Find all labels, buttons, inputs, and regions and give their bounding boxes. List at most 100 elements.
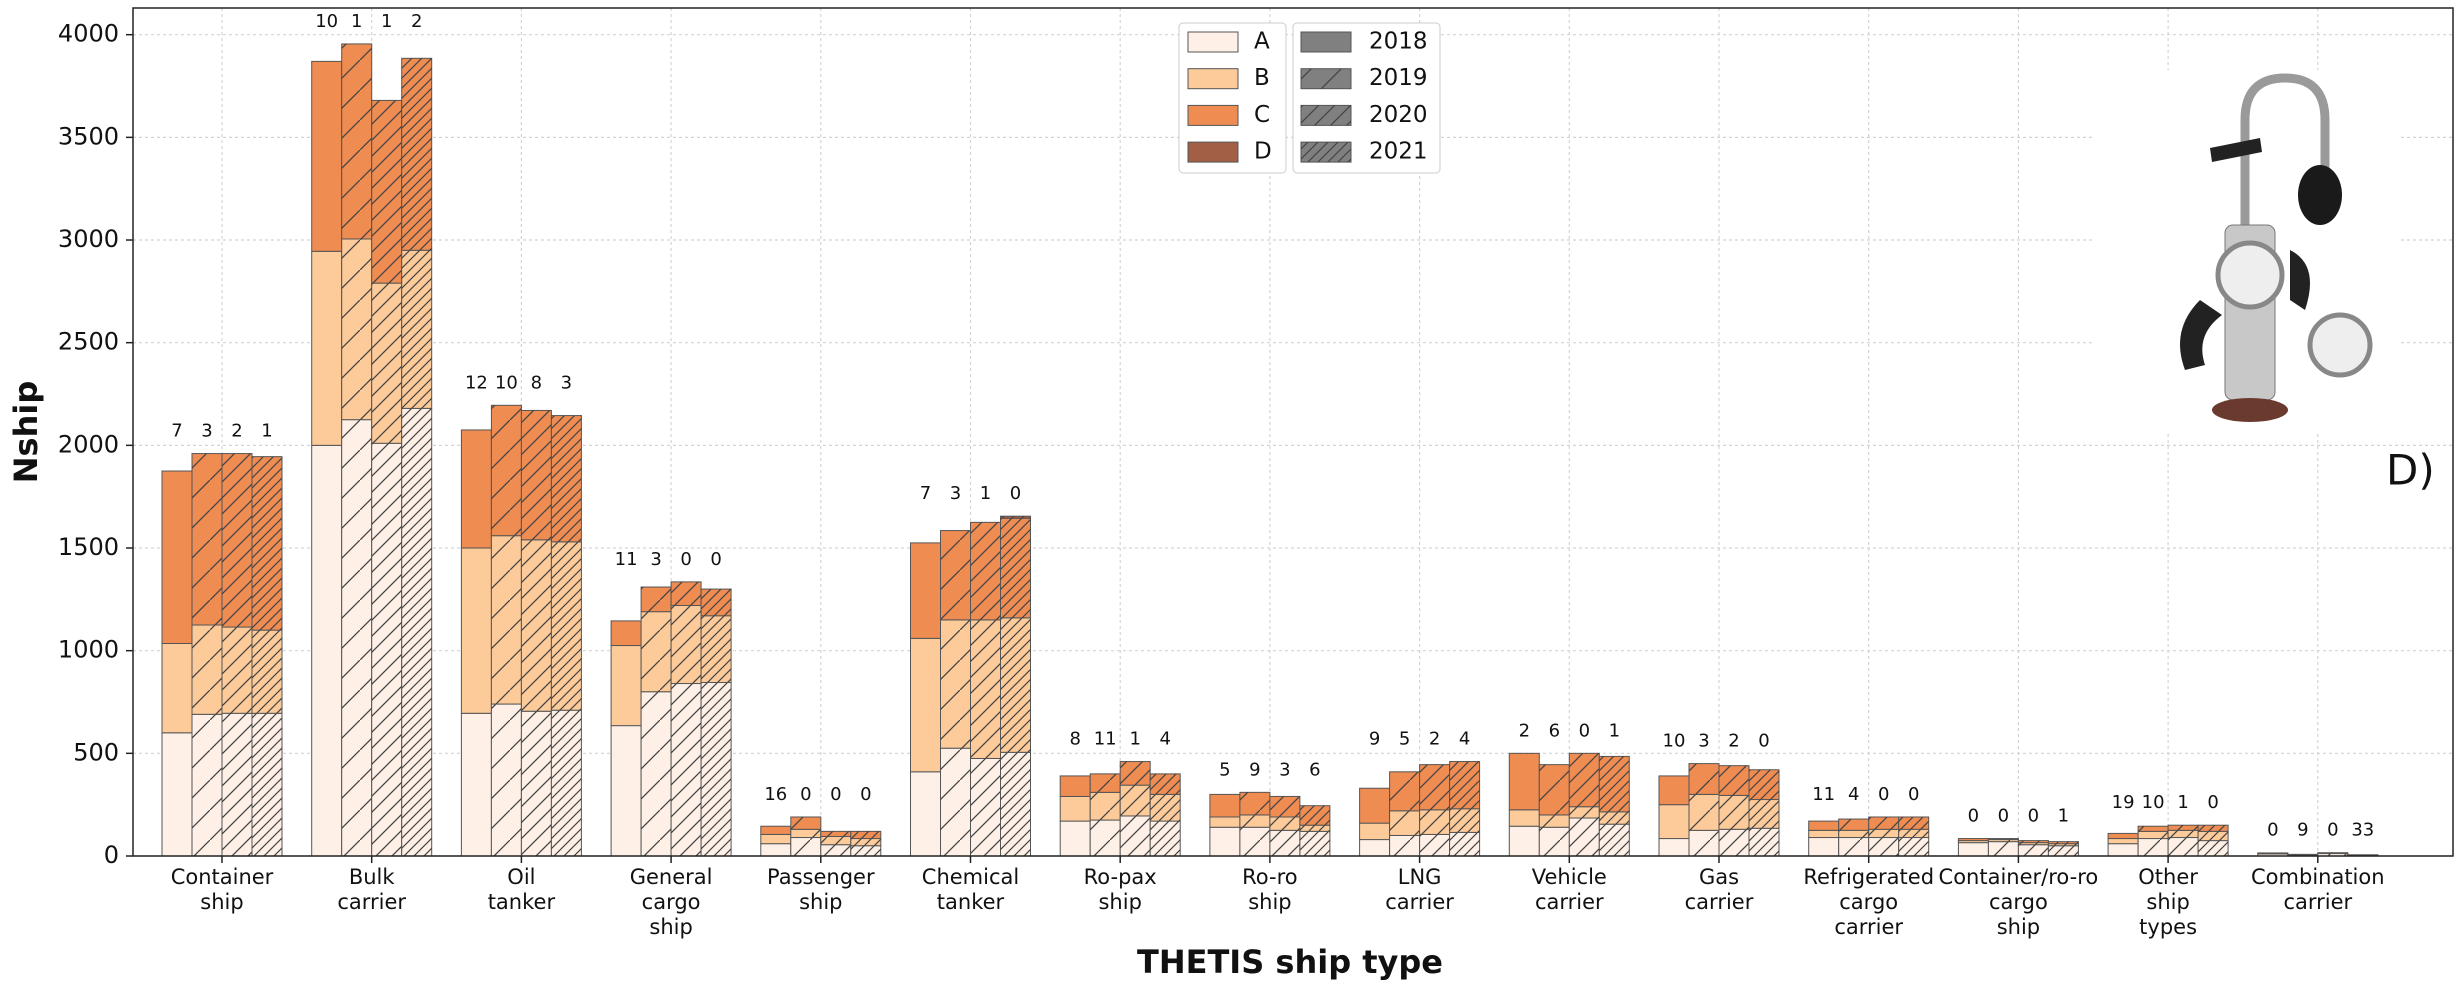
- bar-hatch: [1988, 841, 2019, 856]
- bar-top-label: 4: [1848, 784, 1859, 805]
- panel-label: D): [2386, 446, 2435, 495]
- bar-hatch: [1569, 806, 1600, 819]
- bar-hatch: [401, 58, 432, 251]
- y-tick-label: 2500: [58, 328, 119, 356]
- bar-hatch: [1090, 820, 1121, 856]
- x-tick-label: Chemical tanker: [922, 865, 1019, 914]
- bar-segment: [1808, 829, 1840, 839]
- bar-top-label: 1: [980, 483, 991, 504]
- bar-top-label: 0: [2207, 792, 2218, 813]
- bar-top-label: 19: [2112, 792, 2135, 813]
- bar-hatch: [2048, 841, 2079, 844]
- bar-top-label: 3: [1279, 759, 1290, 780]
- bar-hatch: [641, 611, 672, 692]
- bar-hatch: [222, 627, 252, 714]
- bar-hatch: [820, 836, 851, 845]
- bar-segment: [311, 444, 343, 857]
- legend-swatch: [1300, 31, 1352, 53]
- bar-hatch: [701, 615, 732, 683]
- legend-box: [1178, 22, 1287, 174]
- legend-label: 2021: [1369, 139, 1428, 165]
- bar-hatch: [1539, 827, 1570, 856]
- bar-hatch: [1239, 814, 1270, 828]
- bar-hatch: [1838, 819, 1869, 831]
- bar-hatch: [1299, 831, 1330, 856]
- x-tick-label: Container ship: [171, 865, 274, 914]
- bar-hatch: [1239, 827, 1270, 856]
- bar-top-label: 0: [2267, 820, 2278, 841]
- bar-hatch: [940, 530, 971, 620]
- bar-hatch: [970, 619, 1001, 759]
- bar-top-label: 0: [1579, 720, 1590, 741]
- bar-hatch: [1269, 830, 1300, 856]
- bar-segment: [1808, 820, 1840, 831]
- bar-segment: [760, 843, 792, 857]
- bar-hatch: [1000, 518, 1031, 618]
- legend-box: [1292, 22, 1441, 174]
- legend-label: 2020: [1369, 102, 1428, 128]
- bar-segment: [1359, 787, 1391, 824]
- bar-hatch: [192, 714, 222, 856]
- x-tick-label: Vehicle carrier: [1532, 865, 1607, 914]
- bar-top-label: 9: [2297, 820, 2308, 841]
- bar-hatch: [701, 682, 732, 856]
- bar-top-label: 0: [710, 549, 721, 570]
- x-tick-label: Ro-ro ship: [1242, 865, 1297, 914]
- bar-hatch: [1389, 810, 1420, 836]
- bar-segment: [2257, 852, 2289, 855]
- bar-hatch: [940, 619, 971, 749]
- bar-hatch: [2018, 842, 2049, 845]
- bar-top-label: 2: [1429, 729, 1440, 750]
- bar-hatch: [790, 816, 821, 830]
- bar-segment: [1658, 838, 1690, 857]
- bar-hatch: [2168, 837, 2199, 856]
- bar-hatch: [2048, 843, 2079, 846]
- bar-hatch: [2138, 831, 2169, 839]
- x-tick-label: Other ship types: [2138, 865, 2198, 939]
- bar-hatch: [850, 845, 881, 856]
- bar-top-label: 0: [1758, 731, 1769, 752]
- bar-top-label: 12: [465, 372, 488, 393]
- bar-hatch: [641, 691, 672, 856]
- x-axis-label: THETIS ship type: [1137, 943, 1443, 981]
- bar-top-label: 0: [2028, 806, 2039, 827]
- bar-hatch: [551, 541, 582, 711]
- legend-swatch: [1187, 141, 1239, 163]
- bar-top-label: 3: [561, 372, 572, 393]
- bar-top-label: 3: [650, 549, 661, 570]
- bar-top-label: 10: [495, 372, 518, 393]
- bar-hatch: [551, 710, 582, 856]
- bar-segment: [1658, 804, 1690, 840]
- bar-hatch: [701, 589, 732, 616]
- bar-hatch: [1838, 837, 1869, 856]
- bar-hatch: [970, 758, 1001, 856]
- bar-hatch: [1719, 765, 1749, 796]
- bar-segment: [161, 642, 193, 734]
- bar-top-label: 3: [201, 421, 212, 442]
- bar-hatch: [1539, 814, 1570, 828]
- bar-segment: [1209, 816, 1241, 828]
- y-tick-label: 500: [73, 738, 119, 766]
- bar-segment: [1359, 839, 1391, 857]
- bar-top-label: 6: [1549, 720, 1560, 741]
- bar-hatch: [1749, 828, 1779, 856]
- legend-hatch: [1301, 142, 1351, 163]
- y-tick-label: 3500: [58, 122, 119, 150]
- bar-hatch: [192, 625, 222, 715]
- bar-segment: [1957, 838, 1989, 842]
- bar-hatch: [551, 415, 582, 542]
- bar-top-label: 16: [764, 784, 787, 805]
- legend-label: 2018: [1369, 29, 1428, 55]
- bar-segment: [1808, 837, 1840, 857]
- bar-hatch: [1120, 785, 1151, 816]
- bar-top-label: 2: [1728, 731, 1739, 752]
- bar-top-label: 10: [315, 11, 338, 32]
- bar-hatch: [2018, 844, 2049, 856]
- y-tick-label: 0: [104, 841, 119, 869]
- bar-top-label: 9: [1369, 729, 1380, 750]
- y-tick-label: 1000: [58, 636, 119, 664]
- x-tick-label: General cargo ship: [630, 865, 713, 939]
- bar-top-label: 0: [1010, 483, 1021, 504]
- bar-hatch: [1868, 837, 1899, 856]
- bar-top-label: 6: [1309, 759, 1320, 780]
